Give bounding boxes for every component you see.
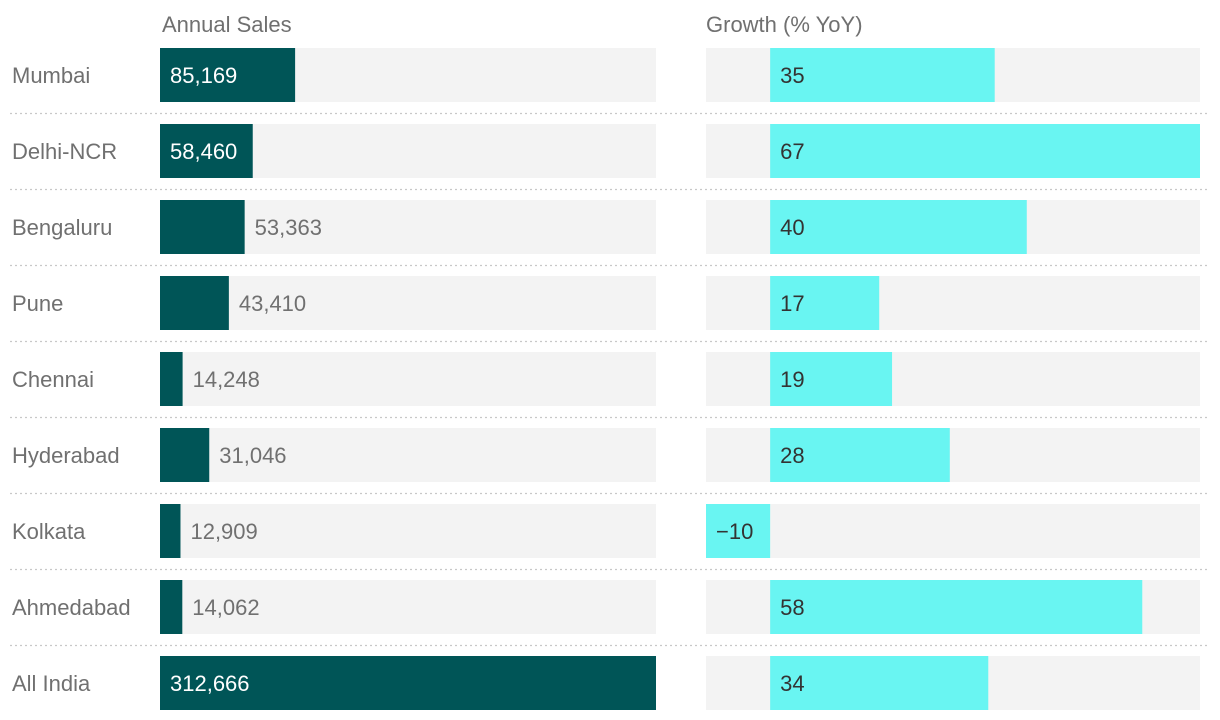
row-label: Delhi-NCR bbox=[12, 139, 117, 164]
sales-header: Annual Sales bbox=[162, 12, 292, 37]
growth-value-label: 34 bbox=[780, 671, 804, 696]
sales-bar bbox=[160, 48, 296, 102]
sales-bar bbox=[160, 352, 183, 406]
growth-value-label: 67 bbox=[780, 139, 804, 164]
growth-value-label: 17 bbox=[780, 291, 804, 316]
growth-value-label: 40 bbox=[780, 215, 804, 240]
growth-bar bbox=[770, 48, 995, 102]
growth-bar bbox=[770, 580, 1143, 634]
row-label: Hyderabad bbox=[12, 443, 120, 468]
row-label: All India bbox=[12, 671, 91, 696]
growth-bar bbox=[770, 200, 1027, 254]
sales-bar bbox=[160, 276, 229, 330]
growth-value-label: 58 bbox=[780, 595, 804, 620]
sales-value-label: 14,248 bbox=[193, 367, 260, 392]
sales-bar bbox=[160, 580, 183, 634]
growth-value-label: 28 bbox=[780, 443, 804, 468]
growth-bar bbox=[770, 656, 989, 710]
sales-value-label: 14,062 bbox=[192, 595, 259, 620]
sales-track bbox=[160, 504, 656, 558]
sales-bar bbox=[160, 124, 253, 178]
row-label: Kolkata bbox=[12, 519, 86, 544]
growth-bar bbox=[770, 276, 880, 330]
sales-bar bbox=[160, 200, 245, 254]
sales-track bbox=[160, 276, 656, 330]
row-label: Ahmedabad bbox=[12, 595, 131, 620]
growth-value-label: −10 bbox=[716, 519, 753, 544]
growth-track bbox=[706, 504, 1200, 558]
growth-value-label: 19 bbox=[780, 367, 804, 392]
sales-value-label: 58,460 bbox=[170, 139, 237, 164]
sales-bar bbox=[160, 504, 181, 558]
sales-value-label: 85,169 bbox=[170, 63, 237, 88]
row-label: Chennai bbox=[12, 367, 94, 392]
growth-bar bbox=[770, 124, 1200, 178]
sales-value-label: 43,410 bbox=[239, 291, 306, 316]
sales-bar bbox=[160, 656, 656, 710]
sales-bar bbox=[160, 428, 210, 482]
row-label: Bengaluru bbox=[12, 215, 112, 240]
growth-bar bbox=[770, 428, 950, 482]
sales-value-label: 312,666 bbox=[170, 671, 250, 696]
sales-track bbox=[160, 580, 656, 634]
growth-value-label: 35 bbox=[780, 63, 804, 88]
sales-value-label: 53,363 bbox=[255, 215, 322, 240]
growth-bar bbox=[706, 504, 771, 558]
sales-track bbox=[160, 428, 656, 482]
row-label: Pune bbox=[12, 291, 63, 316]
sales-value-label: 31,046 bbox=[219, 443, 286, 468]
growth-header: Growth (% YoY) bbox=[706, 12, 863, 37]
row-label: Mumbai bbox=[12, 63, 90, 88]
sales-value-label: 12,909 bbox=[190, 519, 257, 544]
growth-bar bbox=[770, 352, 893, 406]
sales-track bbox=[160, 352, 656, 406]
